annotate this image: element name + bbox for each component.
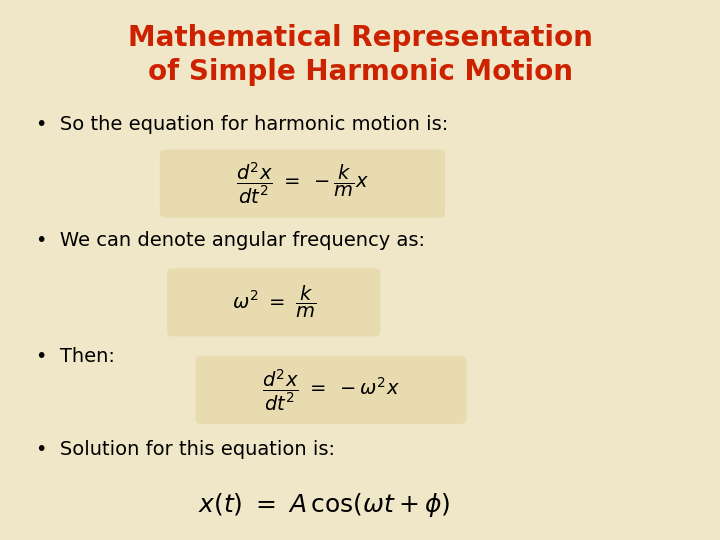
Text: $\omega^2\ =\ \dfrac{k}{m}$: $\omega^2\ =\ \dfrac{k}{m}$ bbox=[232, 285, 315, 320]
Text: $\dfrac{d^2x}{dt^2}\ =\ -\omega^2x$: $\dfrac{d^2x}{dt^2}\ =\ -\omega^2x$ bbox=[262, 367, 400, 413]
Text: •  Then:: • Then: bbox=[36, 347, 115, 366]
Text: $\dfrac{d^2x}{dt^2}\ =\ -\dfrac{k}{m}x$: $\dfrac{d^2x}{dt^2}\ =\ -\dfrac{k}{m}x$ bbox=[236, 161, 369, 206]
Text: •  Solution for this equation is:: • Solution for this equation is: bbox=[36, 440, 335, 459]
Text: $x(t)\ =\ A\,\cos(\omega t + \phi)$: $x(t)\ =\ A\,\cos(\omega t + \phi)$ bbox=[198, 491, 450, 519]
Text: •  We can denote angular frequency as:: • We can denote angular frequency as: bbox=[36, 231, 425, 250]
Text: Mathematical Representation
of Simple Harmonic Motion: Mathematical Representation of Simple Ha… bbox=[127, 24, 593, 86]
FancyBboxPatch shape bbox=[167, 268, 380, 336]
Text: •  So the equation for harmonic motion is:: • So the equation for harmonic motion is… bbox=[36, 114, 449, 134]
FancyBboxPatch shape bbox=[196, 356, 467, 424]
FancyBboxPatch shape bbox=[160, 150, 445, 218]
